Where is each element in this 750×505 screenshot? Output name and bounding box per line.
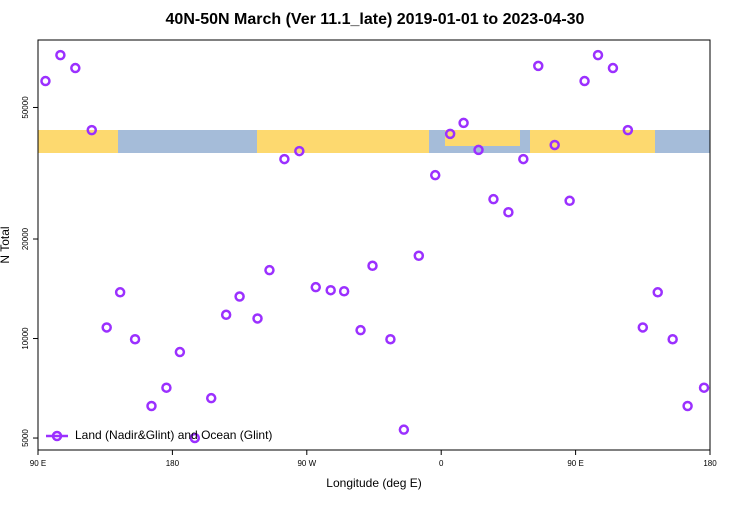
plot-frame [37,39,711,451]
point [220,309,232,321]
point [146,400,157,412]
x-tick-label: 90 E [567,459,583,468]
point [398,424,410,435]
y-tick-label: 10000 [21,327,30,350]
point [385,333,396,345]
point [564,195,575,207]
point [698,382,710,393]
x-tick-label: 180 [703,459,717,468]
point [652,287,663,298]
point [473,144,484,156]
point [549,139,560,151]
point [279,153,290,165]
point [579,75,590,87]
point [161,382,172,393]
x-tick-label: 180 [166,459,180,468]
point [637,322,649,333]
point [458,117,469,129]
point [40,75,51,87]
point [444,128,456,140]
x-tick-label: 0 [439,459,444,468]
point [189,432,201,444]
point [325,284,336,296]
point [518,153,529,165]
point [129,333,141,345]
point [174,346,186,358]
point [682,400,693,412]
point [264,264,275,276]
point [367,260,378,272]
point [252,313,263,324]
point [533,60,544,72]
point [413,250,425,261]
legend-marker [51,430,63,442]
point [488,193,499,205]
point [607,62,619,74]
point [101,322,112,333]
point [310,281,322,293]
y-tick-label: 50000 [21,96,30,119]
y-tick-label: 5000 [21,429,30,447]
point [622,124,634,136]
point [355,324,366,336]
x-tick-label: 90 E [30,459,46,468]
legend-label: Land (Nadir&Glint) and Ocean (Glint) [75,428,272,442]
y-tick-label: 20000 [21,227,30,250]
y-axis-title: N Total [0,226,12,263]
point [70,62,81,74]
point [429,169,441,181]
point [294,145,305,157]
point [667,333,678,345]
map-strip [38,130,710,153]
point [592,49,604,61]
point [503,206,514,218]
x-axis-title: Longitude (deg E) [326,476,421,490]
point [86,124,98,136]
point [338,285,350,297]
chart-title: 40N-50N March (Ver 11.1_late) 2019-01-01… [166,11,585,28]
x-tick-label: 90 W [297,459,316,468]
point [55,49,66,61]
point [114,287,126,298]
point [234,291,245,302]
point [205,392,217,404]
